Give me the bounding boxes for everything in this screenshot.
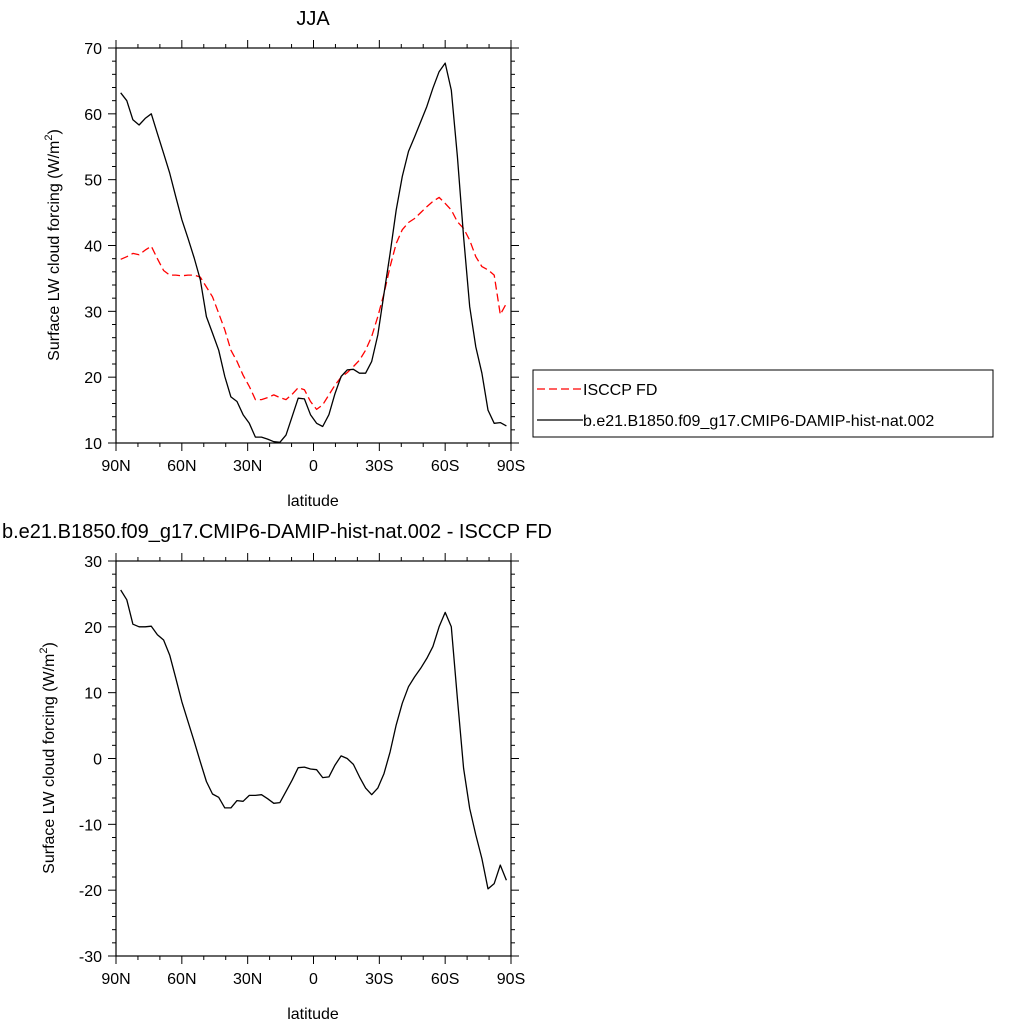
y-axis-label: Surface LW cloud forcing (W/m2) (43, 129, 63, 361)
y-tick-label: 20 (84, 370, 102, 387)
y-tick-label: 0 (93, 752, 102, 769)
x-tick-label: 60S (431, 971, 459, 988)
x-tick-label: 90N (101, 458, 130, 475)
x-tick-label: 0 (309, 458, 318, 475)
x-tick-label: 60N (167, 458, 196, 475)
x-tick-label: 90S (497, 971, 525, 988)
y-tick-label: 30 (84, 554, 102, 571)
y-axis-label: Surface LW cloud forcing (W/m2) (38, 642, 58, 874)
x-tick-label: 60S (431, 458, 459, 475)
top-plot-jja: JJA latitude Surface LW cloud forcing (W… (43, 8, 994, 510)
x-axis-label: latitude (287, 493, 339, 510)
y-tick-label: 20 (84, 620, 102, 637)
plot-frame (115, 47, 512, 444)
y-axis-label-sup: 2 (43, 134, 55, 140)
y-tick-label: -10 (79, 817, 102, 834)
x-tick-label: 90S (497, 458, 525, 475)
x-tick-label: 0 (309, 971, 318, 988)
y-tick-label: 10 (84, 436, 102, 453)
y-tick-label: 40 (84, 239, 102, 256)
legend: ISCCP FD b.e21.B1850.f09_g17.CMIP6-DAMIP… (532, 369, 994, 438)
x-tick-label: 30S (365, 971, 393, 988)
legend-label-model: b.e21.B1850.f09_g17.CMIP6-DAMIP-hist-nat… (583, 413, 934, 430)
x-axis-label: latitude (287, 1006, 339, 1023)
y-tick-label: 60 (84, 107, 102, 124)
axes: 90N 60N 30N 0 30S 60S 90S 10 20 30 40 50 60 70 (84, 40, 525, 475)
x-tick-label: 30N (233, 458, 262, 475)
axes: 90N 60N 30N 0 30S 60S 90S -30 -20 -10 0 10 20 30 (79, 553, 525, 988)
series-line-model (120, 62, 507, 443)
y-axis-label-text: Surface LW cloud forcing (W/m (46, 141, 63, 361)
plot-frame (115, 560, 512, 957)
x-tick-label: 60N (167, 971, 196, 988)
y-tick-label: 10 (84, 686, 102, 703)
chart-title: JJA (296, 8, 330, 30)
y-axis-label-close: ) (46, 129, 63, 134)
chart-title: b.e21.B1850.f09_g17.CMIP6-DAMIP-hist-nat… (2, 521, 552, 543)
y-axis-label-sup: 2 (38, 647, 50, 653)
y-tick-label: 70 (84, 41, 102, 58)
series-line-isccp-fd (120, 196, 507, 411)
y-tick-label: -30 (79, 949, 102, 966)
legend-box (532, 369, 994, 438)
y-tick-label: 50 (84, 173, 102, 190)
y-tick-label: 30 (84, 304, 102, 321)
y-axis-label-text: Surface LW cloud forcing (W/m (41, 654, 58, 874)
y-tick-label: -20 (79, 883, 102, 900)
x-tick-label: 30S (365, 458, 393, 475)
bottom-plot-difference: b.e21.B1850.f09_g17.CMIP6-DAMIP-hist-nat… (2, 521, 552, 1023)
legend-label-isccp: ISCCP FD (583, 382, 657, 399)
y-axis-label-close: ) (41, 642, 58, 647)
x-tick-label: 30N (233, 971, 262, 988)
x-tick-label: 90N (101, 971, 130, 988)
series-line-difference (120, 589, 508, 890)
